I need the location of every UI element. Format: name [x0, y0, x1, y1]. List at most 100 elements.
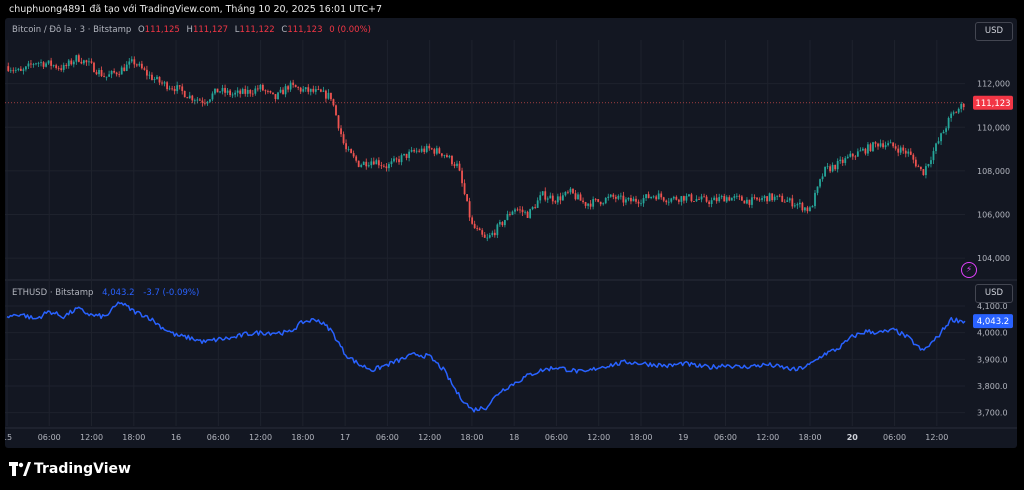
btc-candle-body — [622, 195, 625, 203]
btc-y-tick-label: 108,000 — [977, 167, 1010, 176]
btc-candle-body — [962, 103, 965, 108]
btc-candle-body — [791, 198, 794, 207]
btc-candle-body — [826, 166, 829, 168]
btc-candle-body — [375, 160, 378, 165]
btc-candle-body — [940, 133, 942, 142]
btc-candles — [7, 53, 965, 242]
btc-candle-body — [675, 196, 678, 200]
btc-candle-body — [385, 166, 388, 169]
btc-candle-body — [919, 166, 922, 170]
btc-candle-body — [365, 161, 368, 167]
btc-candle-body — [773, 196, 776, 201]
btc-candle-body — [443, 155, 446, 156]
btc-candle-body — [463, 183, 466, 195]
btc-candle-body — [335, 105, 337, 116]
btc-candle-body — [841, 159, 844, 163]
btc-candle-body — [501, 222, 504, 226]
btc-candle-body — [960, 103, 963, 109]
btc-y-tick-label: 112,000 — [977, 80, 1010, 89]
eth-currency-button[interactable]: USD — [975, 284, 1013, 303]
btc-candle-body — [617, 195, 620, 199]
btc-candle-body — [370, 161, 373, 166]
btc-candle-body — [277, 92, 279, 100]
btc-candle-body — [932, 151, 935, 161]
btc-candle-body — [314, 89, 317, 92]
charts-canvas[interactable]: 112,000 110,000 108,000 106,000 104,000 4,100… — [5, 18, 1017, 448]
btc-candle-body — [377, 160, 380, 166]
btc-candle-body — [952, 112, 955, 114]
btc-candle-body — [609, 194, 612, 197]
btc-candle-body — [597, 199, 600, 202]
btc-candle-body — [476, 228, 479, 229]
btc-candle-body — [246, 89, 249, 94]
btc-candle-body — [52, 65, 55, 67]
btc-candle-body — [856, 151, 859, 157]
btc-candle-body — [894, 146, 897, 149]
btc-candle-body — [677, 199, 680, 202]
eth-last-price-badge — [973, 314, 1013, 329]
x-tick-label: 18:00 — [629, 433, 652, 442]
btc-currency-button[interactable]: USD — [975, 22, 1013, 41]
btc-candle-body — [690, 194, 693, 202]
btc-candle-body — [768, 193, 771, 202]
btc-candle-body — [670, 198, 673, 202]
btc-candle-body — [688, 194, 690, 197]
btc-candle-body — [544, 191, 547, 200]
btc-candle-body — [299, 87, 302, 92]
btc-candle-body — [594, 199, 597, 200]
btc-candle-body — [861, 148, 864, 151]
btc-candle-body — [17, 68, 20, 70]
x-tick-label: 18 — [509, 433, 519, 442]
btc-candle-body — [425, 145, 428, 152]
btc-candle-body — [272, 92, 274, 95]
btc-candle-body — [607, 196, 610, 198]
btc-candle-body — [733, 196, 736, 198]
btc-candle-body — [82, 60, 85, 64]
btc-candle-body — [347, 149, 350, 150]
btc-candle-body — [851, 153, 854, 157]
btc-candle-body — [604, 197, 607, 204]
btc-candle-body — [60, 68, 63, 70]
tradingview-logo[interactable]: TradingView — [9, 460, 131, 478]
btc-candle-body — [708, 201, 711, 205]
btc-candle-body — [264, 90, 267, 92]
btc-candle-body — [509, 214, 511, 215]
btc-candle-body — [947, 117, 950, 129]
btc-candle-body — [75, 55, 78, 62]
btc-candle-body — [302, 89, 305, 92]
btc-candle-body — [728, 197, 731, 201]
btc-candle-body — [662, 197, 665, 201]
btc-candle-body — [274, 94, 277, 100]
btc-candle-body — [506, 214, 509, 221]
btc-candle-body — [672, 196, 675, 199]
btc-candle-body — [657, 193, 660, 200]
btc-candle-body — [446, 155, 448, 158]
btc-candle-body — [251, 93, 254, 95]
grid — [5, 40, 1017, 429]
btc-candle-body — [322, 90, 325, 92]
lightning-alert-icon[interactable]: ⚡ — [961, 262, 977, 278]
btc-candle-body — [869, 144, 872, 152]
btc-candle-body — [390, 161, 393, 165]
btc-candle-body — [793, 205, 796, 207]
btc-low-value: 111,122 — [239, 25, 275, 35]
btc-candle-body — [297, 87, 300, 88]
btc-candle-body — [743, 200, 746, 204]
btc-candle-body — [244, 89, 247, 94]
btc-candle-body — [577, 194, 579, 200]
btc-candle-body — [206, 101, 209, 104]
btc-candle-body — [685, 196, 688, 201]
btc-high-label: H — [186, 25, 193, 35]
btc-candle-body — [408, 151, 411, 158]
btc-candle-body — [395, 158, 398, 160]
btc-candle-body — [330, 92, 332, 100]
btc-candle-body — [761, 198, 763, 200]
btc-candle-body — [693, 201, 695, 202]
btc-candle-body — [342, 134, 345, 144]
btc-candle-body — [496, 224, 499, 236]
btc-candle-body — [715, 197, 718, 202]
btc-candle-body — [864, 148, 867, 154]
btc-candle-body — [130, 59, 133, 62]
btc-candle-body — [135, 64, 138, 66]
btc-candle-body — [582, 200, 584, 203]
